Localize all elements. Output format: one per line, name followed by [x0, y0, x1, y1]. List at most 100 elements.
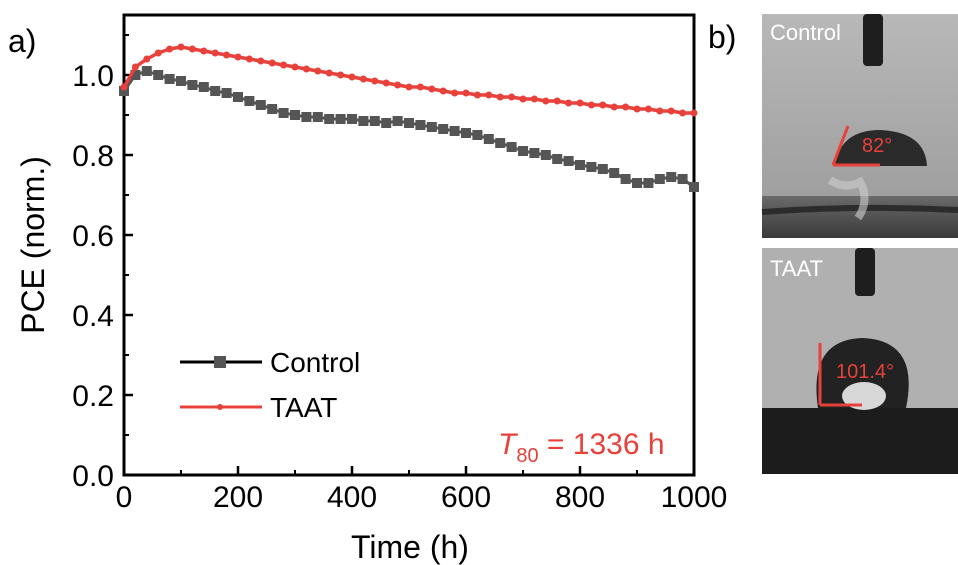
point-taat-2 — [143, 55, 151, 63]
point-taat-33 — [496, 93, 504, 101]
point-taat-17 — [314, 67, 322, 75]
point-taat-43 — [610, 103, 618, 111]
point-control-7 — [198, 82, 209, 92]
point-taat-47 — [656, 107, 664, 115]
legend-control-marker — [214, 356, 226, 368]
point-control-25 — [404, 118, 414, 128]
point-taat-50 — [690, 109, 698, 117]
photo-control-angle: 82° — [862, 135, 892, 157]
y-tick-label-3: 0.6 — [72, 220, 114, 253]
point-control-37 — [540, 150, 551, 160]
point-control-43 — [609, 168, 620, 178]
point-control-33 — [495, 138, 506, 148]
t80-value: = 1336 h — [539, 428, 665, 461]
x-tick-label-1: 200 — [213, 481, 263, 514]
point-taat-31 — [473, 91, 481, 99]
point-control-17 — [312, 112, 323, 122]
y-tick-label-4: 0.8 — [72, 140, 114, 173]
point-taat-13 — [268, 59, 276, 67]
point-control-35 — [518, 146, 528, 156]
photo-control-label: Control — [770, 20, 841, 45]
point-control-48 — [666, 172, 677, 182]
photo-taat: TAAT 101.4° — [762, 248, 958, 474]
point-control-36 — [529, 148, 540, 158]
point-control-27 — [426, 122, 437, 132]
point-control-18 — [324, 114, 335, 124]
point-taat-16 — [302, 65, 310, 73]
photo-control: Control 82° — [761, 14, 958, 238]
point-control-28 — [438, 124, 449, 134]
point-taat-18 — [325, 69, 333, 77]
point-taat-27 — [428, 85, 436, 93]
point-control-38 — [552, 154, 563, 164]
x-axis-title: Time (h) — [351, 529, 469, 565]
point-control-4 — [164, 74, 175, 84]
point-control-40 — [575, 160, 585, 170]
point-control-1 — [130, 70, 141, 80]
photo-taat-label: TAAT — [770, 256, 823, 281]
point-taat-26 — [416, 83, 424, 91]
y-axis-title: PCE (norm.) — [15, 156, 51, 334]
point-control-19 — [335, 114, 346, 124]
x-tick-label-5: 1000 — [661, 481, 728, 514]
x-tick-label-3: 600 — [441, 481, 491, 514]
point-control-20 — [347, 114, 357, 124]
legend-taat-label: TAAT — [270, 392, 337, 423]
point-control-46 — [643, 178, 654, 188]
point-taat-37 — [542, 97, 550, 105]
point-control-32 — [483, 134, 494, 144]
point-control-49 — [677, 174, 688, 184]
photo-taat-angle: 101.4° — [836, 361, 894, 383]
point-control-15 — [290, 110, 300, 120]
point-control-29 — [449, 126, 460, 136]
point-control-31 — [472, 130, 483, 140]
point-taat-0 — [120, 83, 128, 91]
needle-icon — [863, 14, 883, 66]
point-taat-28 — [439, 87, 447, 95]
point-taat-42 — [599, 101, 607, 109]
point-taat-45 — [633, 105, 641, 113]
point-taat-24 — [394, 81, 402, 89]
point-taat-3 — [154, 49, 162, 57]
point-taat-20 — [348, 73, 356, 81]
point-taat-15 — [291, 63, 299, 71]
series-line-taat — [122, 45, 694, 115]
point-control-16 — [301, 112, 312, 122]
droplet-icon — [835, 130, 927, 166]
point-control-39 — [563, 156, 574, 166]
y-tick-label-2: 0.4 — [72, 300, 114, 333]
point-control-22 — [369, 116, 380, 126]
point-control-0 — [119, 86, 129, 96]
point-control-13 — [267, 104, 278, 114]
point-taat-49 — [679, 109, 687, 117]
point-taat-36 — [530, 95, 538, 103]
axis-ticks: 0 200 400 600 800 1000 0.0 0.2 0.4 0.6 0.8 1.0 — [72, 34, 728, 514]
point-taat-30 — [462, 89, 470, 97]
point-taat-38 — [553, 97, 561, 105]
point-taat-44 — [622, 103, 630, 111]
point-taat-32 — [485, 91, 493, 99]
y-tick-label-0: 0.0 — [72, 460, 114, 493]
point-taat-1 — [131, 63, 139, 71]
point-taat-8 — [211, 49, 219, 57]
legend-control-label: Control — [270, 347, 360, 378]
point-taat-10 — [234, 53, 242, 61]
point-taat-7 — [200, 47, 208, 55]
point-taat-35 — [519, 95, 527, 103]
t80-symbol: T — [498, 428, 519, 461]
series-group — [119, 43, 699, 192]
y-tick-label-1: 0.2 — [72, 380, 114, 413]
point-control-47 — [654, 174, 665, 184]
point-taat-41 — [587, 101, 595, 109]
point-taat-6 — [188, 45, 196, 53]
x-tick-label-2: 400 — [327, 481, 377, 514]
point-taat-34 — [508, 93, 516, 101]
point-taat-39 — [565, 99, 573, 107]
point-control-41 — [586, 162, 597, 172]
point-control-34 — [506, 142, 517, 152]
point-control-6 — [187, 80, 198, 90]
point-taat-29 — [451, 89, 459, 97]
point-taat-25 — [405, 83, 413, 91]
point-taat-4 — [166, 45, 174, 53]
